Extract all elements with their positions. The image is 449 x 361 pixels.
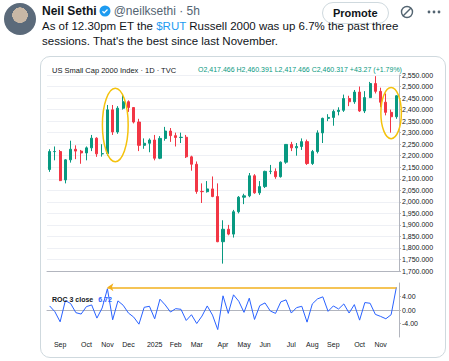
svg-text:2,200.000: 2,200.000	[402, 152, 433, 159]
html-text:@neilksethi · 5h: @neilksethi · 5h	[113, 4, 200, 18]
svg-text:2,350.000: 2,350.000	[402, 118, 433, 125]
svg-text:Nov: Nov	[374, 341, 387, 348]
svg-text:1,850.000: 1,850.000	[402, 233, 433, 240]
svg-text:2,100.000: 2,100.000	[402, 175, 433, 182]
svg-text:O2,417.466 H2,460.391 L2,417.4: O2,417.466 H2,460.391 L2,417.466 C2,460.…	[198, 66, 402, 74]
svg-text:2,300.000: 2,300.000	[402, 129, 433, 136]
svg-text:2,250.000: 2,250.000	[402, 141, 433, 148]
svg-text:Mar: Mar	[191, 341, 204, 348]
svg-text:2,050.000: 2,050.000	[402, 187, 433, 194]
svg-text:Apr: Apr	[218, 341, 230, 349]
svg-text:Sep: Sep	[327, 341, 340, 349]
svg-text:-4.00: -4.00	[402, 320, 418, 327]
svg-text:2,400.000: 2,400.000	[402, 106, 433, 113]
svg-text:1,750.000: 1,750.000	[402, 256, 433, 263]
svg-text:Aug: Aug	[306, 341, 319, 349]
svg-text:Feb: Feb	[170, 341, 182, 348]
svg-text:6.72: 6.72	[98, 296, 112, 303]
svg-text:Dec: Dec	[122, 341, 135, 348]
svg-text:2,500.000: 2,500.000	[402, 83, 433, 90]
svg-text:0.00: 0.00	[402, 307, 416, 314]
svg-text:1,900.000: 1,900.000	[402, 221, 433, 228]
html-text:Promote: Promote	[333, 7, 378, 19]
svg-text:2,450.000: 2,450.000	[402, 95, 433, 102]
svg-text:1,800.000: 1,800.000	[402, 244, 433, 251]
svg-text:Nov: Nov	[101, 341, 114, 348]
svg-text:4.00: 4.00	[402, 293, 416, 300]
svg-text:ROC 3 close: ROC 3 close	[52, 296, 93, 303]
svg-text:1,700.000: 1,700.000	[402, 268, 433, 275]
svg-text:US Small Cap 2000 Index · 1D ·: US Small Cap 2000 Index · 1D · TVC	[52, 66, 177, 75]
svg-text:1,950.000: 1,950.000	[402, 210, 433, 217]
svg-text:Oct: Oct	[81, 341, 92, 348]
svg-text:2,000.000: 2,000.000	[402, 198, 433, 205]
svg-text:Oct: Oct	[354, 341, 365, 348]
svg-text:2,550.000: 2,550.000	[402, 72, 433, 79]
svg-text:Jun: Jun	[259, 341, 270, 348]
svg-text:Sep: Sep	[54, 341, 67, 349]
svg-text:May: May	[237, 341, 251, 349]
html-text:Neil Sethi: Neil Sethi	[42, 4, 97, 18]
html-text:As of 12.30pm ET the $RUT Russ: As of 12.30pm ET the $RUT Russell 2000 w…	[42, 20, 399, 47]
svg-text:2,150.000: 2,150.000	[402, 164, 433, 171]
svg-text:2025: 2025	[147, 341, 163, 348]
svg-text:Jul: Jul	[287, 341, 296, 348]
